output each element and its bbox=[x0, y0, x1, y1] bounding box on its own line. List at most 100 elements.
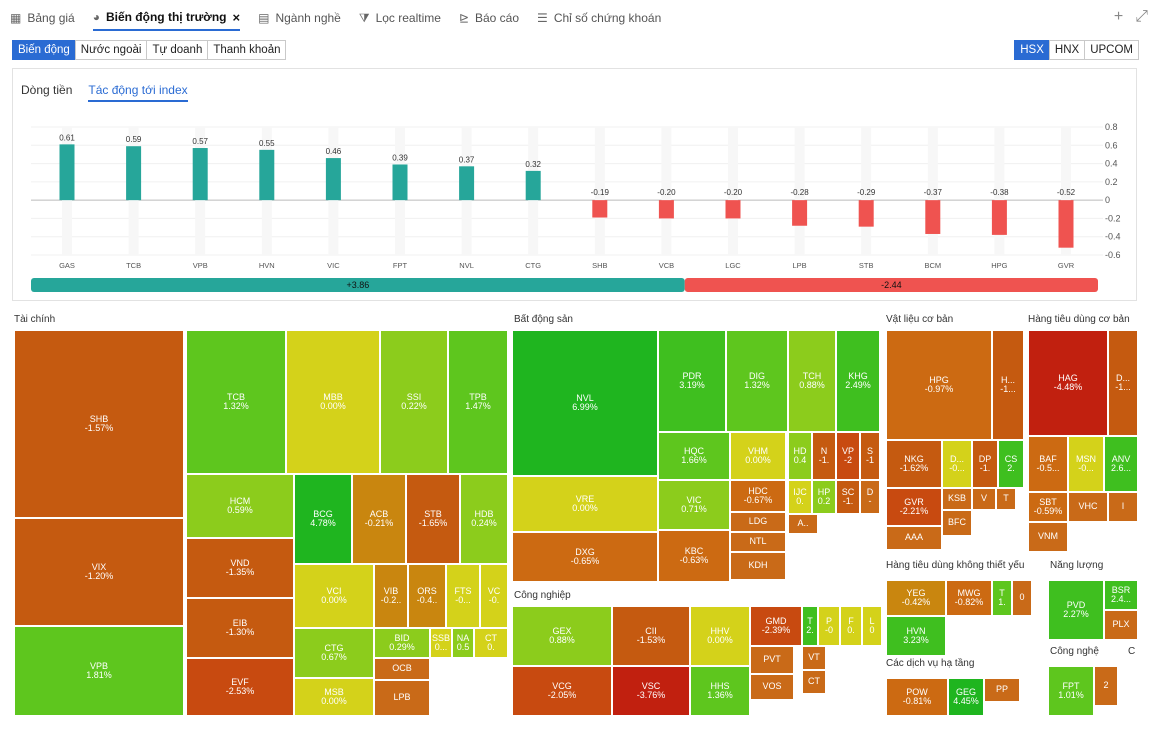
treemap-cell[interactable]: SSI 0.22% bbox=[380, 330, 448, 474]
treemap-cell[interactable]: HQC 1.66% bbox=[658, 432, 730, 480]
tab-4[interactable]: ⊵ Báo cáo bbox=[459, 5, 519, 31]
tab-0[interactable]: ▦ Bảng giá bbox=[10, 5, 75, 31]
panel-tab-1[interactable]: Tác động tới index bbox=[88, 83, 188, 102]
treemap-cell[interactable]: VSC -3.76% bbox=[612, 666, 690, 716]
tab-1[interactable]: ◕ Biến động thị trường × bbox=[92, 5, 241, 31]
treemap-cell[interactable]: HVN 3.23% bbox=[886, 616, 946, 656]
tab-5[interactable]: ☰ Chỉ số chứng khoán bbox=[537, 5, 661, 31]
treemap-cell[interactable]: VIC 0.71% bbox=[658, 480, 730, 530]
treemap-cell[interactable]: PVT bbox=[750, 646, 794, 674]
treemap-cell[interactable]: VRE 0.00% bbox=[512, 476, 658, 532]
treemap-cell[interactable]: IJC 0. bbox=[788, 480, 812, 514]
treemap-cell[interactable]: A.. bbox=[788, 514, 818, 534]
treemap-cell[interactable]: VCI 0.00% bbox=[294, 564, 374, 628]
treemap-cell[interactable]: SHB -1.57% bbox=[14, 330, 184, 518]
treemap-cell[interactable]: P -0 bbox=[818, 606, 840, 646]
treemap-cell[interactable]: HHV 0.00% bbox=[690, 606, 750, 666]
treemap-cell[interactable]: PLX bbox=[1104, 610, 1138, 640]
treemap-cell[interactable]: BAF -0.5... bbox=[1028, 436, 1068, 492]
treemap-cell[interactable]: HDC -0.67% bbox=[730, 480, 786, 512]
treemap-cell[interactable]: FTS -0... bbox=[446, 564, 480, 628]
treemap-cell[interactable]: T 1. bbox=[992, 580, 1012, 616]
treemap-cell[interactable]: SC -1. bbox=[836, 480, 860, 514]
treemap-cell[interactable]: CTG 0.67% bbox=[294, 628, 374, 678]
treemap-cell[interactable]: NKG -1.62% bbox=[886, 440, 942, 488]
exchange-0[interactable]: HSX bbox=[1014, 40, 1050, 60]
close-icon[interactable]: × bbox=[232, 9, 241, 25]
treemap-cell[interactable]: N -1. bbox=[812, 432, 836, 480]
treemap-cell[interactable]: T 2. bbox=[802, 606, 818, 646]
treemap-cell[interactable]: BCG 4.78% bbox=[294, 474, 352, 564]
treemap-cell[interactable]: KDH bbox=[730, 552, 786, 580]
treemap-cell[interactable]: PDR 3.19% bbox=[658, 330, 726, 432]
treemap-cell[interactable]: TCH 0.88% bbox=[788, 330, 836, 432]
exchange-1[interactable]: HNX bbox=[1048, 40, 1086, 60]
treemap-cell[interactable]: PP bbox=[984, 678, 1020, 702]
treemap-cell[interactable]: MSN -0... bbox=[1068, 436, 1104, 492]
treemap-cell[interactable]: 2 bbox=[1094, 666, 1118, 706]
treemap-cell[interactable]: VND -1.35% bbox=[186, 538, 294, 598]
subtab-1[interactable]: Nước ngoài bbox=[74, 40, 148, 60]
tab-2[interactable]: ▤ Ngành nghề bbox=[258, 5, 341, 31]
treemap-cell[interactable]: POW -0.81% bbox=[886, 678, 948, 716]
treemap-cell[interactable]: V bbox=[972, 488, 996, 510]
treemap-cell[interactable]: GEG 4.45% bbox=[948, 678, 984, 716]
treemap-cell[interactable]: HAG -4.48% bbox=[1028, 330, 1108, 436]
panel-tab-0[interactable]: Dòng tiền bbox=[21, 83, 73, 97]
treemap-cell[interactable]: PVD 2.27% bbox=[1048, 580, 1104, 640]
treemap-cell[interactable]: T bbox=[996, 488, 1016, 510]
treemap-cell[interactable]: TCB 1.32% bbox=[186, 330, 286, 474]
treemap-cell[interactable]: CT 0. bbox=[474, 628, 508, 658]
treemap-cell[interactable]: BID 0.29% bbox=[374, 628, 430, 658]
tab-3[interactable]: ⧩ Lọc realtime bbox=[359, 5, 441, 31]
treemap-cell[interactable]: F 0. bbox=[840, 606, 862, 646]
subtab-0[interactable]: Biến động bbox=[12, 40, 76, 60]
subtab-3[interactable]: Thanh khoản bbox=[207, 40, 287, 60]
treemap-cell[interactable]: VOS bbox=[750, 674, 794, 700]
treemap-cell[interactable]: S -1 bbox=[860, 432, 880, 480]
treemap-cell[interactable]: YEG -0.42% bbox=[886, 580, 946, 616]
treemap-cell[interactable]: DIG 1.32% bbox=[726, 330, 788, 432]
treemap-cell[interactable]: EIB -1.30% bbox=[186, 598, 294, 658]
treemap-cell[interactable]: CT bbox=[802, 670, 826, 694]
expand-icon[interactable]: ⤢ bbox=[1135, 8, 1148, 25]
treemap-cell[interactable]: H... -1... bbox=[992, 330, 1024, 440]
treemap-cell[interactable]: MSB 0.00% bbox=[294, 678, 374, 716]
treemap-cell[interactable]: KBC -0.63% bbox=[658, 530, 730, 582]
treemap-cell[interactable]: VHC bbox=[1068, 492, 1108, 522]
treemap-cell[interactable]: DXG -0.65% bbox=[512, 532, 658, 582]
treemap-cell[interactable]: HDB 0.24% bbox=[460, 474, 508, 564]
treemap-cell[interactable]: KHG 2.49% bbox=[836, 330, 880, 432]
treemap-cell[interactable]: KSB bbox=[942, 488, 972, 510]
treemap-cell[interactable]: HCM 0.59% bbox=[186, 474, 294, 538]
subtab-2[interactable]: Tự doanh bbox=[146, 40, 209, 60]
treemap-cell[interactable]: D- bbox=[860, 480, 880, 514]
treemap-cell[interactable]: OCB bbox=[374, 658, 430, 680]
treemap-cell[interactable]: NVL 6.99% bbox=[512, 330, 658, 476]
treemap-cell[interactable]: MBB 0.00% bbox=[286, 330, 380, 474]
treemap-cell[interactable]: BSR 2.4... bbox=[1104, 580, 1138, 610]
treemap-cell[interactable]: HPG -0.97% bbox=[886, 330, 992, 440]
treemap-cell[interactable]: TPB 1.47% bbox=[448, 330, 508, 474]
treemap-cell[interactable]: ORS -0.4.. bbox=[408, 564, 446, 628]
treemap-cell[interactable]: FPT 1.01% bbox=[1048, 666, 1094, 716]
treemap-cell[interactable]: GVR -2.21% bbox=[886, 488, 942, 526]
treemap-cell[interactable]: VNM bbox=[1028, 522, 1068, 552]
treemap-cell[interactable]: VT bbox=[802, 646, 826, 670]
treemap-cell[interactable]: NA 0.5 bbox=[452, 628, 474, 658]
treemap-cell[interactable]: SSB 0... bbox=[430, 628, 452, 658]
treemap-cell[interactable]: DP -1. bbox=[972, 440, 998, 488]
treemap-cell[interactable]: VC -0. bbox=[480, 564, 508, 628]
treemap-cell[interactable]: ACB -0.21% bbox=[352, 474, 406, 564]
treemap-cell[interactable]: BFC bbox=[942, 510, 972, 536]
treemap-cell[interactable]: LDG bbox=[730, 512, 786, 532]
treemap-cell[interactable]: EVF -2.53% bbox=[186, 658, 294, 716]
treemap-cell[interactable]: VIX -1.20% bbox=[14, 518, 184, 626]
treemap-cell[interactable]: CS 2. bbox=[998, 440, 1024, 488]
treemap-cell[interactable]: VIB -0.2.. bbox=[374, 564, 408, 628]
treemap-cell[interactable]: VHM 0.00% bbox=[730, 432, 786, 480]
treemap-cell[interactable]: D... -1... bbox=[1108, 330, 1138, 436]
treemap-cell[interactable]: HP 0.2 bbox=[812, 480, 836, 514]
treemap-cell[interactable]: ANV 2.6... bbox=[1104, 436, 1138, 492]
